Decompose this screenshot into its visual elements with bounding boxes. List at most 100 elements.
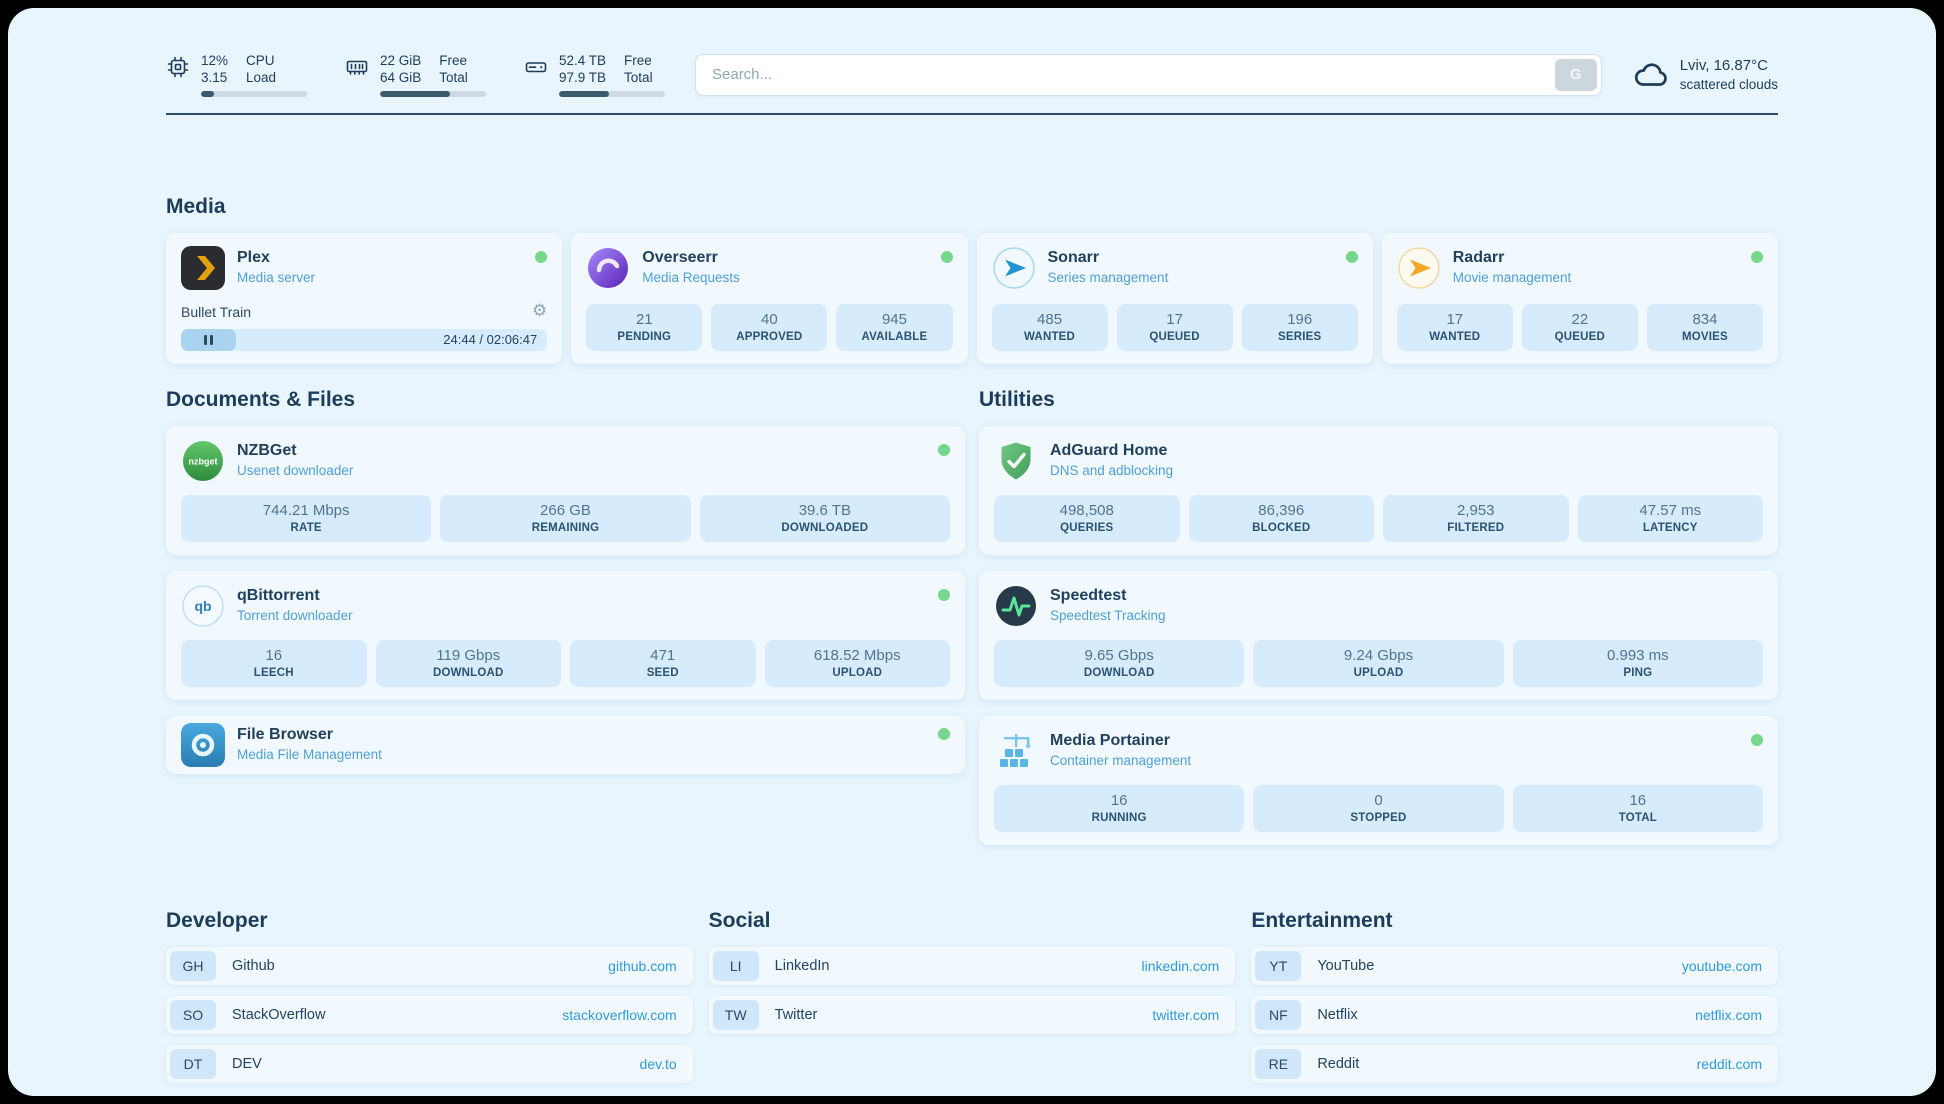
status-dot: [1751, 251, 1763, 263]
stat-ping: 0.993 ms PING: [1512, 640, 1763, 687]
cpu-load-value: 3.15: [201, 70, 228, 85]
status-dot: [938, 728, 950, 740]
gear-icon[interactable]: [532, 303, 547, 320]
search-input[interactable]: [695, 53, 1602, 96]
stat-wanted: 485 WANTED: [991, 304, 1108, 351]
bookmark-url[interactable]: linkedin.com: [1141, 958, 1220, 974]
pause-icon[interactable]: [203, 335, 213, 345]
service-name: Overseerr: [642, 249, 718, 266]
bookmark-url[interactable]: stackoverflow.com: [562, 1007, 677, 1023]
bookmark-youtube[interactable]: YT YouTube youtube.com: [1251, 947, 1778, 985]
stat-latency: 47.57 ms LATENCY: [1577, 495, 1763, 542]
portainer-icon: [994, 729, 1038, 773]
radarr-icon: [1397, 246, 1441, 290]
bookmark-name: Reddit: [1317, 1056, 1360, 1072]
disk-widget: 52.4 TB 97.9 TB Free Total: [524, 52, 665, 97]
bookmark-name: YouTube: [1317, 958, 1375, 974]
service-subtitle: Media File Management: [237, 747, 382, 762]
service-subtitle: Usenet downloader: [237, 463, 354, 478]
cpu-progress-bar: [201, 91, 307, 97]
now-playing-title: Bullet Train: [181, 303, 252, 320]
service-card-sonarr[interactable]: Sonarr Series management 485 WANTED 17 Q…: [976, 233, 1373, 364]
bookmark-name: DEV: [232, 1056, 262, 1072]
service-card-filebrowser[interactable]: File Browser Media File Management: [166, 716, 965, 774]
status-dot: [938, 589, 950, 601]
bookmark-netflix[interactable]: NF Netflix netflix.com: [1251, 996, 1778, 1034]
stat-running: 16 RUNNING: [994, 785, 1245, 832]
bookmark-linkedin[interactable]: LI LinkedIn linkedin.com: [708, 947, 1236, 985]
status-dot: [1751, 734, 1763, 746]
disk-values: 52.4 TB 97.9 TB: [559, 52, 606, 86]
disk-labels: Free Total: [624, 53, 653, 85]
service-subtitle: Media Requests: [642, 270, 740, 285]
service-name: NZBGet: [237, 442, 297, 459]
service-card-portainer[interactable]: Media Portainer Container management 16 …: [979, 716, 1778, 845]
stat-leech: 16 LEECH: [181, 640, 367, 687]
svg-text:qb: qb: [194, 598, 211, 614]
service-name: AdGuard Home: [1050, 442, 1168, 459]
bookmark-github[interactable]: GH Github github.com: [166, 947, 693, 985]
cpu-labels: CPU Load: [246, 53, 277, 85]
service-card-speedtest[interactable]: Speedtest Speedtest Tracking 9.65 Gbps D…: [979, 571, 1778, 700]
service-card-qbittorrent[interactable]: qb qBittorrent Torrent downloader 16 LEE…: [166, 571, 965, 700]
filebrowser-icon: [181, 723, 225, 767]
playback-progress-bar[interactable]: 24:44 / 02:06:47: [181, 329, 548, 351]
bookmark-stackoverflow[interactable]: SO StackOverflow stackoverflow.com: [166, 996, 693, 1034]
bookmark-twitter[interactable]: TW Twitter twitter.com: [708, 996, 1236, 1034]
cpu-chip-icon: [166, 55, 190, 79]
cpu-percent: 12%: [201, 53, 229, 68]
service-subtitle: Media server: [237, 270, 316, 285]
documents-column: Documents & Files nzbget: [166, 388, 965, 845]
stat-upload: 618.52 Mbps UPLOAD: [764, 640, 950, 687]
stat-rate: 744.21 Mbps RATE: [181, 495, 432, 542]
stat-wanted: 17 WANTED: [1396, 304, 1513, 351]
stat-blocked: 86,396 BLOCKED: [1188, 495, 1374, 542]
section-heading-utilities: Utilities: [979, 388, 1055, 411]
utilities-column: Utilities: [979, 388, 1778, 845]
dashboard: 12% 3.15 CPU Load: [8, 8, 1936, 1096]
search-engine-button[interactable]: G: [1554, 58, 1597, 91]
section-heading-media: Media: [166, 195, 226, 218]
bookmark-abbr: LI: [712, 951, 759, 981]
stat-available: 945 AVAILABLE: [836, 304, 953, 351]
status-dot: [1345, 251, 1358, 263]
bookmark-url[interactable]: twitter.com: [1152, 1007, 1220, 1023]
stat-download: 9.65 Gbps DOWNLOAD: [994, 640, 1245, 687]
bookmark-abbr: RE: [1255, 1049, 1302, 1079]
service-card-adguard[interactable]: AdGuard Home DNS and adblocking 498,508 …: [979, 426, 1778, 555]
bookmark-name: Twitter: [774, 1007, 818, 1023]
bookmark-url[interactable]: reddit.com: [1696, 1056, 1762, 1072]
service-name: File Browser: [237, 726, 334, 743]
service-subtitle: Container management: [1050, 753, 1192, 768]
bookmark-name: StackOverflow: [232, 1007, 326, 1023]
stat-movies: 834 MOVIES: [1646, 304, 1763, 351]
service-card-plex[interactable]: Plex Media server Bullet Train 24:44 / 0…: [166, 233, 563, 364]
weather-condition: scattered clouds: [1679, 77, 1778, 92]
service-card-radarr[interactable]: Radarr Movie management 17 WANTED 22 QUE…: [1381, 233, 1778, 364]
entertainment-column: Entertainment YT YouTube youtube.com NF …: [1251, 909, 1778, 1083]
service-name: Speedtest: [1050, 587, 1127, 604]
service-subtitle: Movie management: [1452, 270, 1572, 285]
service-card-nzbget[interactable]: nzbget NZBGet Usenet downloader 744.21 M…: [166, 426, 965, 555]
service-name: Sonarr: [1047, 249, 1100, 266]
service-subtitle: DNS and adblocking: [1050, 463, 1174, 478]
section-heading-entertainment: Entertainment: [1251, 909, 1393, 932]
stat-stopped: 0 STOPPED: [1253, 785, 1504, 832]
bookmark-url[interactable]: dev.to: [639, 1056, 677, 1072]
bookmark-reddit[interactable]: RE Reddit reddit.com: [1251, 1045, 1778, 1083]
ram-values: 22 GiB 64 GiB: [380, 52, 421, 86]
ram-free: 22 GiB: [380, 53, 422, 68]
section-heading-documents: Documents & Files: [166, 388, 356, 411]
bookmark-url[interactable]: netflix.com: [1695, 1007, 1762, 1023]
top-bar: 12% 3.15 CPU Load: [166, 52, 1778, 97]
bookmark-dev[interactable]: DT DEV dev.to: [166, 1045, 693, 1083]
bookmark-url[interactable]: github.com: [608, 958, 677, 974]
ram-progress-bar: [380, 91, 486, 97]
service-name: Media Portainer: [1050, 732, 1171, 749]
speedtest-icon: [994, 584, 1038, 628]
nzbget-icon: nzbget: [181, 439, 225, 483]
svg-text:nzbget: nzbget: [189, 457, 218, 467]
header-divider: [166, 113, 1778, 115]
bookmark-url[interactable]: youtube.com: [1681, 958, 1762, 974]
service-card-overseerr[interactable]: Overseerr Media Requests 21 PENDING 40 A…: [571, 233, 968, 364]
